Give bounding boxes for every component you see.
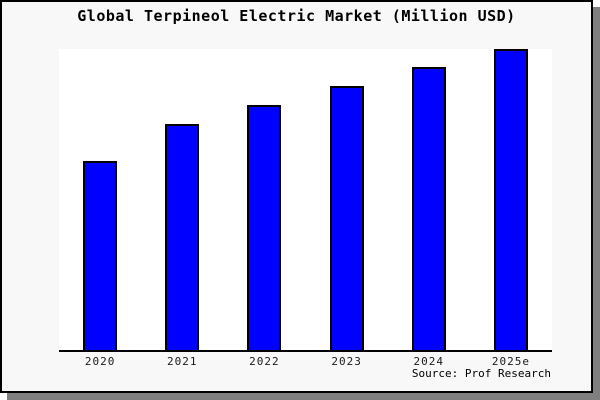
bar-2022: [247, 105, 282, 350]
bar-slot-2020: [59, 49, 141, 350]
x-tick-label-2021: 2021: [167, 355, 198, 368]
plot-area: [59, 49, 552, 352]
bar-2023: [329, 86, 364, 350]
x-tick-label-2025e: 2025e: [491, 355, 530, 368]
bar-slot-2021: [141, 49, 223, 350]
bar-2024: [411, 67, 446, 350]
bar-slot-2023: [306, 49, 388, 350]
bar-2025e: [493, 49, 528, 350]
bars-container: [59, 49, 552, 350]
bar-slot-2022: [223, 49, 305, 350]
bar-2020: [83, 161, 118, 350]
bar-slot-2025e: [470, 49, 552, 350]
x-axis-labels: 2020 2021 2022 2023 2024 2025e: [59, 355, 552, 368]
x-tick-label-2022: 2022: [249, 355, 280, 368]
chart-page: Global Terpineol Electric Market (Millio…: [0, 0, 593, 393]
x-tick-label-2023: 2023: [331, 355, 362, 368]
x-tick-label-2020: 2020: [84, 355, 116, 368]
bar-slot-2024: [388, 49, 470, 350]
bar-2021: [165, 124, 200, 350]
source-credit: Source: Prof Research: [411, 367, 551, 380]
x-tick-label-2024: 2024: [413, 355, 445, 368]
chart-title: Global Terpineol Electric Market (Millio…: [77, 7, 516, 25]
